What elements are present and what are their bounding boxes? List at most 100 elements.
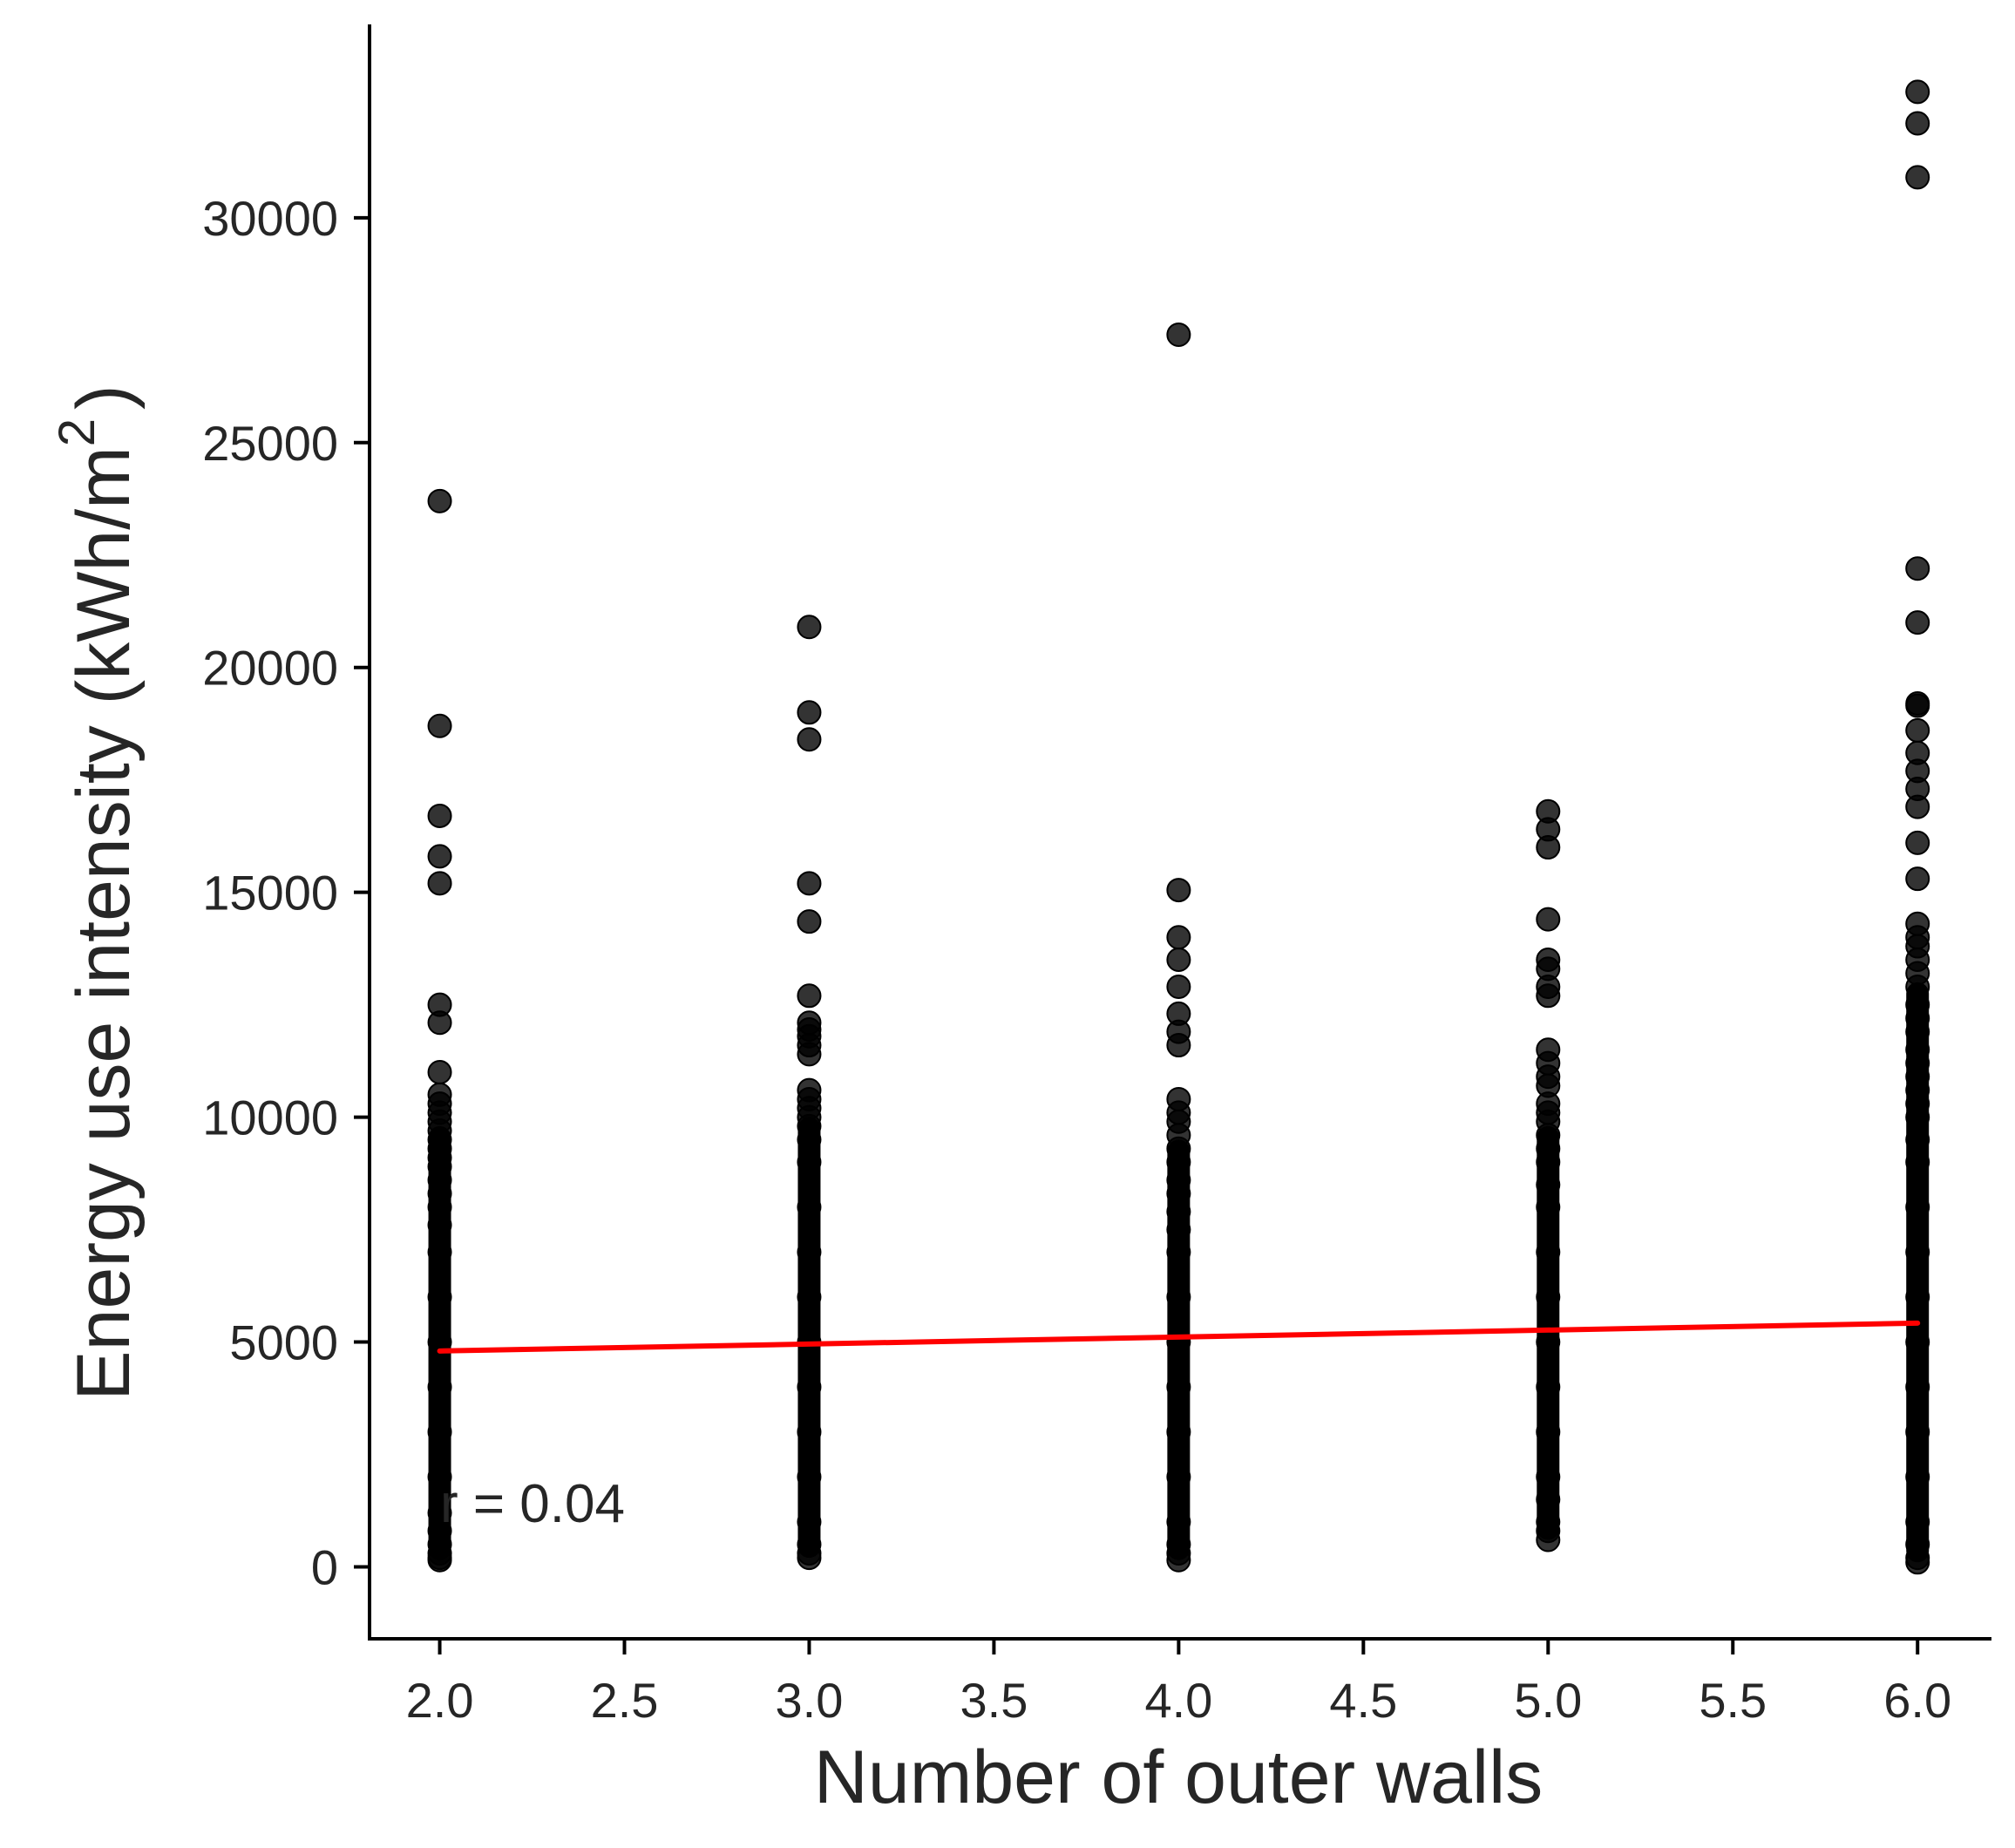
y-tick-label: 10000 xyxy=(202,1090,338,1145)
data-point xyxy=(797,1509,822,1534)
data-point xyxy=(797,1375,822,1400)
data-point xyxy=(1905,1550,1930,1575)
data-point xyxy=(1166,925,1191,950)
data-point xyxy=(1166,974,1191,999)
data-point xyxy=(1166,1419,1191,1444)
y-axis-title-end: ) xyxy=(62,384,146,410)
data-point xyxy=(1905,1375,1930,1400)
data-point xyxy=(797,727,822,752)
regression-layer xyxy=(437,1320,1921,1354)
x-ticks: 2.0 2.5 3.0 3.5 4.0 4.5 5.0 5.5 6.0 xyxy=(406,1639,1951,1728)
x-tick-label: 5.5 xyxy=(1699,1673,1767,1728)
data-point xyxy=(1905,1509,1930,1534)
data-point xyxy=(1905,830,1930,855)
data-point xyxy=(427,713,452,738)
data-point xyxy=(1905,866,1930,892)
data-point xyxy=(427,1213,452,1238)
x-tick-label: 2.5 xyxy=(591,1673,659,1728)
data-point xyxy=(427,1375,452,1400)
y-tick-label: 5000 xyxy=(229,1315,338,1370)
data-point xyxy=(1905,1150,1930,1175)
data-point xyxy=(797,1240,822,1265)
data-point xyxy=(797,871,822,896)
data-point xyxy=(1536,1329,1561,1355)
x-tick-label: 3.0 xyxy=(776,1673,844,1728)
x-tick-label: 5.0 xyxy=(1514,1673,1582,1728)
y-tick-label: 15000 xyxy=(202,866,338,921)
data-point xyxy=(1905,1104,1930,1130)
data-point xyxy=(1905,1284,1930,1309)
data-point xyxy=(797,1419,822,1444)
data-point xyxy=(427,1010,452,1036)
data-point xyxy=(797,1464,822,1490)
data-point xyxy=(1536,1464,1561,1490)
data-point xyxy=(797,1042,822,1067)
data-point xyxy=(1166,948,1191,973)
data-point xyxy=(427,1464,452,1490)
data-point xyxy=(1166,1329,1191,1355)
data-point xyxy=(1166,1464,1191,1490)
data-point xyxy=(797,1194,822,1220)
data-point xyxy=(797,615,822,640)
x-tick-label: 2.0 xyxy=(406,1673,474,1728)
y-tick-label: 20000 xyxy=(202,641,338,696)
y-tick-label: 25000 xyxy=(202,416,338,471)
data-point xyxy=(1536,1240,1561,1265)
data-point xyxy=(1905,1127,1930,1152)
data-point xyxy=(1166,1033,1191,1058)
data-point xyxy=(1905,693,1930,718)
data-point xyxy=(1536,835,1561,860)
data-point xyxy=(427,488,452,513)
data-point xyxy=(1536,1487,1561,1512)
svg-text:Energy use intensity (kWh/m2): Energy use intensity (kWh/m2) xyxy=(49,384,146,1400)
data-point xyxy=(427,803,452,828)
data-point xyxy=(1536,1150,1561,1175)
data-point xyxy=(1166,1284,1191,1309)
data-point xyxy=(797,1127,822,1152)
data-point xyxy=(1905,1419,1930,1444)
annotation-r-value: r = 0.04 xyxy=(440,1474,625,1534)
data-point xyxy=(1905,794,1930,819)
data-point xyxy=(797,909,822,934)
data-point xyxy=(797,1150,822,1175)
data-point xyxy=(427,871,452,896)
data-point xyxy=(1166,1217,1191,1242)
regression-line xyxy=(437,1320,1921,1354)
data-point xyxy=(1166,1509,1191,1534)
data-point xyxy=(1905,1240,1930,1265)
data-point xyxy=(1905,79,1930,105)
data-point xyxy=(1536,1375,1561,1400)
data-point xyxy=(1166,1547,1191,1573)
data-point xyxy=(1536,907,1561,932)
data-point xyxy=(797,1284,822,1309)
x-tick-label: 6.0 xyxy=(1883,1673,1951,1728)
x-tick-label: 3.5 xyxy=(960,1673,1028,1728)
x-tick-label: 4.0 xyxy=(1144,1673,1212,1728)
y-tick-label: 0 xyxy=(311,1539,338,1594)
data-point xyxy=(1905,111,1930,136)
data-point xyxy=(1166,1240,1191,1265)
data-point xyxy=(1905,556,1930,581)
data-point xyxy=(1536,1284,1561,1309)
data-point xyxy=(1905,717,1930,743)
data-point xyxy=(427,1547,452,1573)
data-point xyxy=(1166,878,1191,903)
x-axis-title: Number of outer walls xyxy=(814,1736,1543,1819)
data-point xyxy=(427,1059,452,1084)
data-point xyxy=(797,700,822,725)
data-point xyxy=(427,844,452,869)
data-point xyxy=(1536,1419,1561,1444)
data-point xyxy=(427,1240,452,1265)
data-point xyxy=(1905,1194,1930,1220)
points-layer xyxy=(427,79,1930,1575)
x-tick-label: 4.5 xyxy=(1329,1673,1397,1728)
y-axis-title-main: Energy use intensity (kWh/m xyxy=(62,446,146,1400)
data-point xyxy=(1166,1375,1191,1400)
data-point xyxy=(1905,1464,1930,1490)
data-point xyxy=(1166,322,1191,347)
data-point xyxy=(427,1284,452,1309)
data-point xyxy=(1536,983,1561,1009)
data-point xyxy=(797,1546,822,1571)
